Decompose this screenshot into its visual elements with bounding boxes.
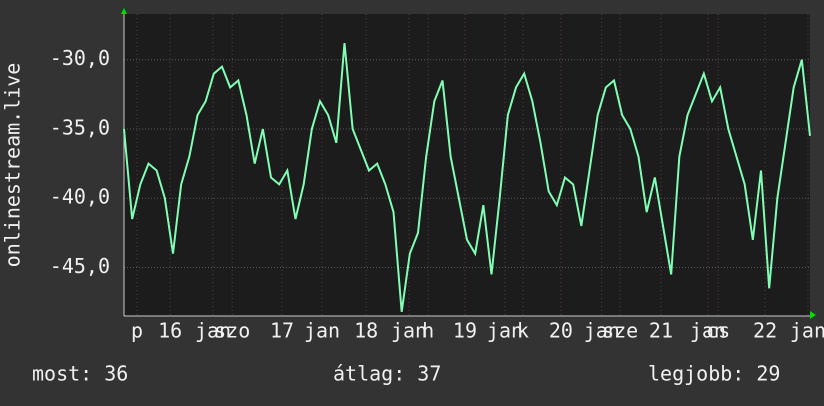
x-tick-label: 19 bbox=[453, 319, 477, 343]
stat-average: átlag: 37 bbox=[333, 362, 441, 386]
x-tick-label: 21 bbox=[649, 319, 673, 343]
x-tick-label: jan bbox=[391, 319, 427, 343]
x-tick-label: jan bbox=[487, 319, 523, 343]
x-tick-label: h bbox=[422, 319, 434, 343]
x-tick-label: sze bbox=[602, 319, 638, 343]
x-tick-label: jan bbox=[304, 319, 340, 343]
y-tick-label: -30,0 bbox=[50, 46, 110, 70]
x-tick-label: p bbox=[131, 319, 143, 343]
x-tick-label: jan bbox=[790, 319, 824, 343]
plot-area bbox=[124, 14, 810, 316]
x-tick-label: jan bbox=[690, 319, 726, 343]
data-line bbox=[123, 42, 811, 312]
y-tick-label: -35,0 bbox=[50, 115, 110, 139]
x-tick-label: 22 bbox=[753, 319, 777, 343]
y-tick-label: -45,0 bbox=[50, 254, 110, 278]
x-tick-label: jan bbox=[584, 319, 620, 343]
x-tick-label: k bbox=[517, 319, 529, 343]
x-tick-label: cs bbox=[706, 319, 730, 343]
y-tick-label: -40,0 bbox=[50, 185, 110, 209]
x-tick-label: 17 bbox=[270, 319, 294, 343]
x-tick-label: 16 bbox=[158, 319, 182, 343]
x-tick-label: szo bbox=[214, 319, 250, 343]
x-tick-label: 18 bbox=[354, 319, 378, 343]
stat-current: most: 36 bbox=[32, 362, 128, 386]
x-tick-label: jan bbox=[195, 319, 231, 343]
y-axis-label: onlinestream.live bbox=[1, 63, 25, 268]
x-axis-arrow bbox=[810, 311, 816, 319]
stat-best: legjobb: 29 bbox=[648, 362, 780, 386]
y-axis-arrow bbox=[121, 8, 127, 14]
x-tick-label: 20 bbox=[549, 319, 573, 343]
